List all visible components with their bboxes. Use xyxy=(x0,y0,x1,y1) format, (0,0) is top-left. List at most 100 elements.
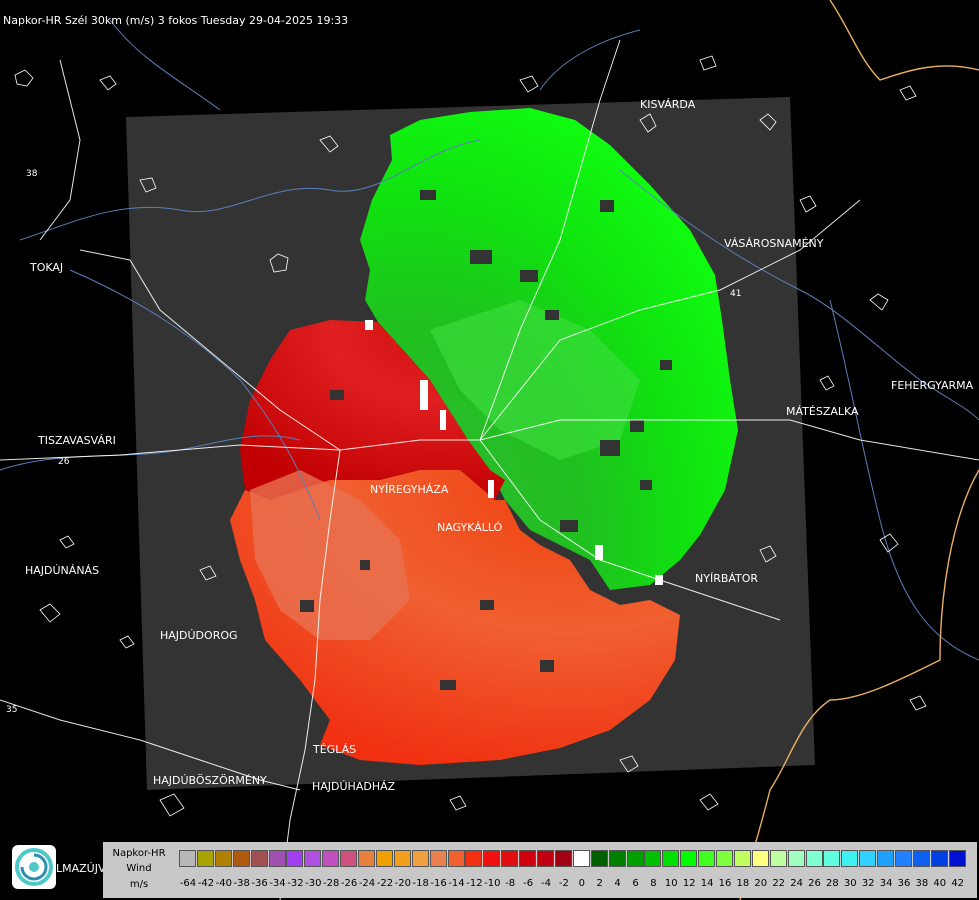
legend-swatch xyxy=(232,850,250,867)
legend-swatch xyxy=(304,850,322,867)
legend-swatch xyxy=(411,850,429,867)
legend-tick-label: 32 xyxy=(861,878,875,889)
legend-tick-label: 12 xyxy=(682,878,696,889)
legend-tick-label: -26 xyxy=(340,878,358,889)
road-label-41: 41 xyxy=(730,289,741,299)
legend-tick-label: 2 xyxy=(596,878,603,889)
legend-swatch xyxy=(859,850,877,867)
legend-source: Napkor-HR xyxy=(112,848,166,859)
legend-swatch xyxy=(698,850,716,867)
legend-product: Wind xyxy=(126,863,152,874)
legend-tick-label: -32 xyxy=(287,878,304,889)
legend-swatch xyxy=(877,850,895,867)
legend-swatch xyxy=(733,850,751,867)
legend-swatch xyxy=(340,850,358,867)
legend-tick-label: -42 xyxy=(197,878,215,889)
roads xyxy=(0,39,979,900)
road-label-26: 26 xyxy=(58,457,70,467)
legend-tick-label: -10 xyxy=(484,878,501,889)
legend-swatch xyxy=(590,850,608,867)
legend-tick-label: 24 xyxy=(790,878,803,889)
legend-swatch xyxy=(250,850,268,867)
city-label-kisvarda: KISVÁRDA xyxy=(640,98,696,111)
legend-tick-label: -6 xyxy=(523,878,534,889)
settlement-outlines xyxy=(14,55,927,817)
legend-swatch xyxy=(841,850,859,867)
napkor-logo xyxy=(12,845,56,889)
road-label-35: 35 xyxy=(6,705,17,715)
city-label-hajduboszormeny: HAJDÚBÖSZÖRMÉNY xyxy=(153,774,267,787)
legend-swatch xyxy=(787,850,805,867)
legend-tick-label: -34 xyxy=(269,878,286,889)
legend-swatch xyxy=(644,850,662,867)
legend-tick-label: 38 xyxy=(915,878,929,889)
legend-tick-label: 4 xyxy=(614,878,621,889)
legend-unit: m/s xyxy=(129,879,149,890)
country-border xyxy=(739,0,979,900)
city-label-hajdunanas: HAJDÚNÁNÁS xyxy=(25,564,100,577)
legend-tick-label: -22 xyxy=(376,878,394,889)
legend-swatch xyxy=(680,850,698,867)
legend-swatch xyxy=(662,850,680,867)
legend-tick-label: -2 xyxy=(558,878,569,889)
legend-tick-label: -28 xyxy=(323,878,340,889)
legend-tick-label: 42 xyxy=(951,878,965,889)
legend-swatch xyxy=(179,850,196,867)
legend-tick-label: 10 xyxy=(664,878,678,889)
legend-tick-label: 40 xyxy=(933,878,947,889)
city-label-hajdudorog: HAJDÚDOROG xyxy=(160,629,238,642)
city-label-nagykallo: NAGYKÁLLÓ xyxy=(437,521,503,534)
legend-swatch xyxy=(322,850,340,867)
city-label-mateszalka: MÁTÉSZALKA xyxy=(786,405,859,418)
legend-swatch xyxy=(501,850,519,867)
legend-tick-label: 22 xyxy=(772,878,786,889)
legend-tick-label: -20 xyxy=(394,878,411,889)
legend-tick-label: -24 xyxy=(358,878,376,889)
legend-tick-label: 14 xyxy=(700,878,714,889)
rivers xyxy=(0,19,979,661)
legend-swatch xyxy=(716,850,733,867)
legend-swatch xyxy=(626,850,644,867)
legend-swatch xyxy=(429,850,447,867)
negative-velocity-echo-near xyxy=(240,320,505,500)
legend-tick-label: 30 xyxy=(843,878,857,889)
legend-swatch xyxy=(268,850,286,867)
legend-tick-label: -4 xyxy=(541,878,551,889)
legend-tick-label: -14 xyxy=(448,878,465,889)
legend-swatch xyxy=(214,850,232,867)
legend-swatch xyxy=(930,850,948,867)
legend-tick-label: -18 xyxy=(412,878,429,889)
city-label-fehergyarmat: FEHERGYARMA xyxy=(891,379,974,392)
legend-tick-label: -12 xyxy=(466,878,483,889)
legend-swatch xyxy=(358,850,375,867)
legend-tick-label: 28 xyxy=(826,878,839,889)
legend-swatch xyxy=(483,850,501,867)
legend-tick-label: 34 xyxy=(879,878,893,889)
legend-swatch xyxy=(823,850,841,867)
legend-swatch xyxy=(375,850,393,867)
legend-tick-label: -16 xyxy=(430,878,447,889)
city-label-teglas: TÉGLÁS xyxy=(313,743,357,756)
city-label-hajduhadhaz: HAJDÚHADHÁZ xyxy=(312,780,396,793)
legend-tick-label: -30 xyxy=(305,878,322,889)
legend-tick-label: -64 xyxy=(179,878,197,889)
city-label-tiszavasvari: TISZAVASVÁRI xyxy=(38,434,116,447)
legend-swatch xyxy=(751,850,769,867)
legend-swatch xyxy=(519,850,537,867)
legend-tick-label: -8 xyxy=(505,878,516,889)
legend-swatch xyxy=(805,850,823,867)
legend-tick-label: 36 xyxy=(897,878,911,889)
legend-tick-label: 26 xyxy=(808,878,821,889)
velocity-legend: Napkor-HR Wind m/s -64 -42 -40 -38 -36 -34 -32… xyxy=(103,842,977,898)
legend-tick-label: 8 xyxy=(650,878,657,889)
city-label-nyiregyhaza: NYÍREGYHÁZA xyxy=(370,483,449,496)
legend-swatch xyxy=(537,850,554,867)
city-label-vasarosnameny: VÁSÁROSNAMÉNY xyxy=(724,237,824,250)
legend-swatch xyxy=(769,850,787,867)
legend-tick-label: 16 xyxy=(718,878,732,889)
legend-tick-label: 6 xyxy=(632,878,639,889)
legend-swatch xyxy=(912,850,930,867)
legend-tick-label: 18 xyxy=(736,878,750,889)
legend-swatch xyxy=(572,850,590,867)
legend-swatch xyxy=(196,850,214,867)
